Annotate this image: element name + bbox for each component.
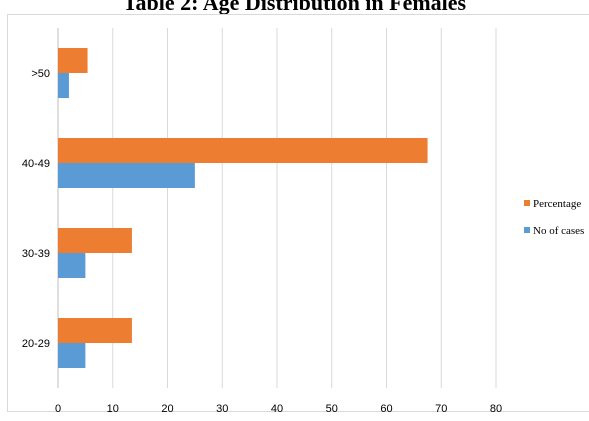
bar-percentage-50	[58, 48, 88, 73]
x-tick-label: 70	[435, 403, 447, 415]
bar-percentage-4049	[58, 138, 428, 163]
x-tick-label: 50	[326, 403, 338, 415]
x-tick-label: 80	[490, 403, 502, 415]
x-tick-label: 10	[107, 403, 119, 415]
bar-percentage-2029	[58, 318, 132, 343]
y-category-label: 20-29	[22, 338, 50, 350]
bars	[58, 48, 428, 368]
legend-label: Percentage	[533, 198, 581, 210]
x-tick-label: 30	[216, 403, 228, 415]
x-tick-label: 0	[55, 403, 61, 415]
bar-no-of-cases-50	[58, 73, 69, 98]
x-tick-label: 60	[380, 403, 392, 415]
y-category-label: 40-49	[22, 158, 50, 170]
bar-no-of-cases-3039	[58, 253, 85, 278]
legend-swatch	[524, 200, 530, 206]
bar-no-of-cases-4049	[58, 163, 195, 188]
x-tick-label: 40	[271, 403, 283, 415]
bar-percentage-3039	[58, 228, 132, 253]
legend-swatch	[524, 227, 530, 233]
y-category-label: >50	[31, 68, 50, 80]
legend-label: No of cases	[533, 225, 584, 237]
x-axis-ticks: 0 10 20 30 40 50 60 70 80	[55, 403, 502, 415]
bar-no-of-cases-2029	[58, 343, 85, 368]
y-axis-ticks: 20-29 30-39 40-49 >50	[22, 68, 50, 350]
x-tick-label: 20	[161, 403, 173, 415]
y-category-label: 30-39	[22, 248, 50, 260]
legend: Percentage No of cases	[524, 198, 584, 237]
